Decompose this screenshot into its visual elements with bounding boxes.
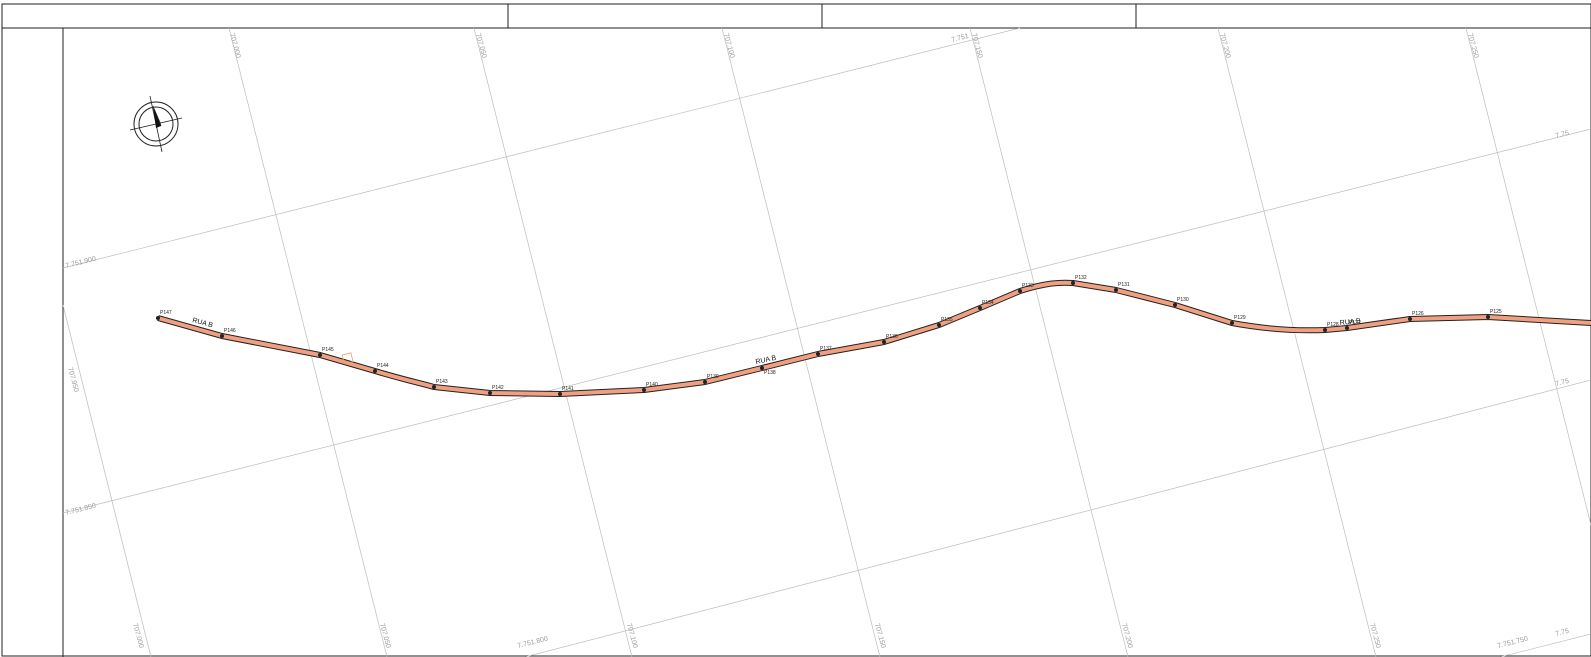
vertex-label: P141 [562, 386, 574, 392]
vertex-marker: P140 [642, 382, 658, 392]
vertex-marker: P145 [318, 347, 334, 357]
northing-label: 7.75 [1555, 628, 1570, 638]
vertex-marker: P136 [882, 334, 898, 344]
northing-label: 7.751.750 [1497, 636, 1529, 650]
easting-label: 707.200 [1218, 33, 1231, 59]
vertex-label: P126 [1412, 311, 1424, 317]
vertex-marker: P137 [816, 346, 832, 356]
easting-label: 707.100 [722, 33, 735, 59]
vertex-marker: P130 [1173, 297, 1189, 307]
easting-label-bottom: 707.050 [378, 623, 391, 649]
vertex-label: P142 [492, 385, 504, 391]
vertex-marker: P126 [1408, 311, 1424, 321]
vertex-label: P127 [1349, 320, 1361, 326]
vertex-marker: P143 [432, 379, 448, 389]
vertex-marker: P134 [978, 300, 994, 310]
vertex-marker: P127 [1345, 320, 1361, 330]
easting-label-bottom: 707.000 [131, 623, 144, 649]
vertex-label: P134 [982, 300, 994, 306]
vertex-marker: P147 [156, 310, 172, 320]
lot-marker [341, 352, 354, 365]
northing-label: 7.751.900 [65, 256, 97, 270]
easting-label: 707.000 [228, 33, 241, 59]
easting-label: 707.050 [474, 33, 487, 59]
sheet-border [1, 3, 1591, 657]
vertex-marker: P146 [220, 328, 236, 338]
vertex-marker: P132 [1071, 275, 1087, 285]
vertex-label: P128 [1327, 322, 1339, 328]
title-block [2, 4, 1591, 29]
easting-label: 707.150 [970, 33, 983, 59]
northing-label: 7.75 [1555, 130, 1570, 140]
vertex-label: P139 [707, 374, 719, 380]
vertex-marker: P138 [760, 366, 776, 376]
northing-label: 7.751.850 [65, 503, 97, 517]
vertex-marker: P139 [703, 374, 719, 384]
vertex-label: P136 [886, 334, 898, 340]
vertex-marker: P135 [937, 317, 953, 327]
grid-labels: 707.000 707.050 707.100 707.150 707.200 … [65, 33, 1570, 650]
vertex-marker: P128 [1323, 322, 1339, 332]
easting-label: 707.250 [1466, 33, 1479, 59]
vertex-label: P146 [224, 328, 236, 334]
vertex-marker: P133 [1018, 283, 1034, 293]
vertex-label: P131 [1118, 282, 1130, 288]
easting-label-bottom: 707.100 [625, 623, 638, 649]
vertex-label: P130 [1177, 297, 1189, 303]
road-vertices: P147 P146 P145 P144 P143 P142 P141 P140 … [156, 275, 1502, 396]
easting-label-left: 707.950 [66, 367, 79, 393]
vertex-label: P138 [764, 370, 776, 376]
road-corridor: RUA B RUA B RUA B [157, 279, 1591, 397]
vertex-label: P129 [1234, 315, 1246, 321]
vertex-label: P125 [1490, 309, 1502, 315]
vertex-label: P137 [820, 346, 832, 352]
vertex-label: P132 [1075, 275, 1087, 281]
vertex-label: P147 [160, 310, 172, 316]
easting-label-bottom: 707.250 [1368, 623, 1381, 649]
easting-label-bottom: 707.150 [873, 623, 886, 649]
vertex-label: P144 [377, 363, 389, 369]
northing-label: 7.751.800 [517, 636, 549, 650]
vertex-marker: P129 [1230, 315, 1246, 325]
vertex-label: P135 [941, 317, 953, 323]
vertex-marker: P125 [1486, 309, 1502, 319]
road-edge [157, 279, 1591, 397]
street-label: RUA B [755, 355, 777, 366]
vertex-marker: P142 [488, 385, 504, 395]
vertex-label: P143 [436, 379, 448, 385]
vertex-marker: P141 [558, 386, 574, 396]
easting-label-bottom: 707.200 [1120, 623, 1133, 649]
road-fill [157, 280, 1591, 396]
north-arrow-icon [129, 95, 183, 153]
vertex-label: P133 [1022, 283, 1034, 289]
northing-label: 7.75 [1555, 378, 1570, 388]
vertex-marker: P144 [373, 363, 389, 373]
street-label: RUA B [1339, 318, 1361, 327]
vertex-label: P145 [322, 347, 334, 353]
northing-label: 7.751 [951, 33, 970, 44]
vertex-marker: P131 [1114, 282, 1130, 292]
coordinate-grid [62, 27, 1591, 657]
vertex-label: P140 [646, 382, 658, 388]
